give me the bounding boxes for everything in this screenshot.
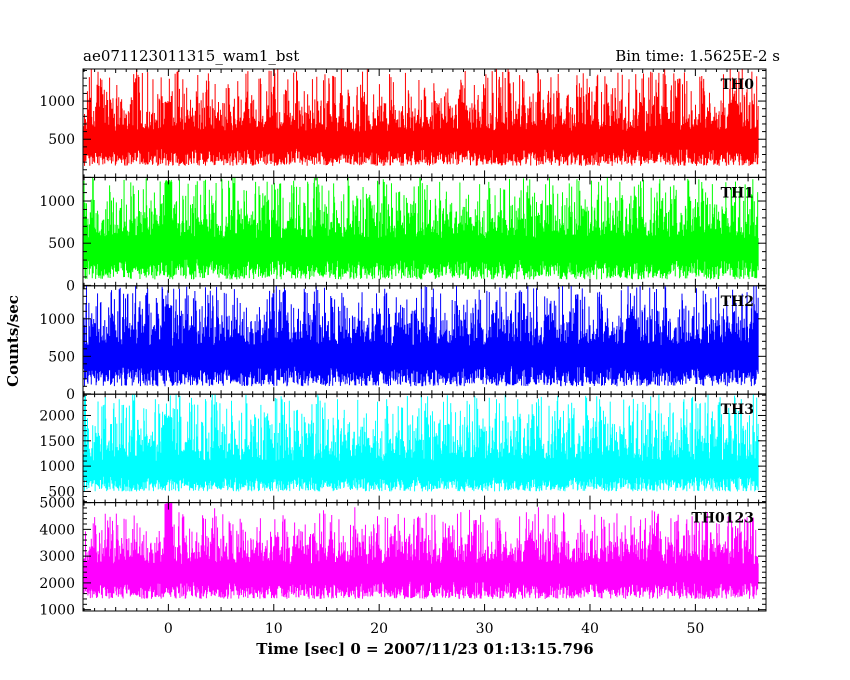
y-tick-label: 0	[66, 278, 75, 294]
x-tick-label: 0	[164, 621, 173, 637]
panel-label-th2: TH2	[721, 294, 754, 310]
y-tick-label: 0	[66, 387, 75, 403]
x-tick-label: 50	[686, 621, 704, 637]
y-tick-label: 500	[48, 132, 75, 148]
light-curve-th2	[83, 285, 759, 387]
light-curve-th1	[83, 177, 759, 280]
panel-label-th0: TH0	[721, 77, 755, 93]
y-tick-label: 500	[48, 349, 75, 365]
y-tick-label: 500	[48, 484, 75, 500]
y-tick-label: 1000	[39, 603, 75, 619]
y-tick-label: 2000	[39, 576, 75, 592]
panel-th0123: 1000 2000 3000 4000 5000 TH0123	[39, 496, 767, 619]
y-tick-label: 1500	[39, 434, 75, 450]
x-axis-label: Time [sec] 0 = 2007/11/23 01:13:15.796	[256, 640, 593, 658]
bin-time-label: Bin time: 1.5625E-2 s	[615, 47, 780, 65]
y-tick-label: 1000	[39, 312, 75, 328]
panel-label-th3: TH3	[721, 402, 754, 418]
x-tick-label: 40	[581, 621, 599, 637]
y-tick-label: 4000	[39, 522, 75, 538]
panel-frame	[82, 502, 767, 612]
y-axis-label: Counts/sec	[4, 295, 22, 387]
panel-th0: 500 1000 TH0	[39, 68, 767, 178]
chart-title: ae071123011315_wam1_bst	[83, 47, 299, 65]
y-tick-label: 1000	[39, 194, 75, 210]
y-tick-label: 5000	[39, 496, 75, 512]
panel-label-th1: TH1	[721, 185, 754, 201]
panels-group: 5001000TH005001000TH105001000TH250010001…	[39, 68, 767, 637]
y-tick-label: 2000	[39, 408, 75, 424]
panel-th3: 500 1000 1500 2000 TH3	[39, 393, 767, 504]
x-tick-label: 30	[476, 621, 494, 637]
x-tick-label: 20	[370, 621, 388, 637]
panel-th1: 0 500 1000 TH1	[39, 176, 767, 294]
y-tick-label: 1000	[39, 459, 75, 475]
panel-th2: 0 500 1000 TH2	[39, 285, 767, 403]
panel-label-th0123: TH0123	[691, 511, 754, 527]
y-tick-label: 500	[48, 236, 75, 252]
light-curve-th0123	[83, 502, 759, 599]
y-tick-label: 1000	[39, 94, 75, 110]
light-curve-th0	[83, 69, 759, 166]
light-curve-th3	[83, 394, 759, 492]
y-tick-label: 3000	[39, 549, 75, 565]
x-tick-label: 10	[265, 621, 283, 637]
